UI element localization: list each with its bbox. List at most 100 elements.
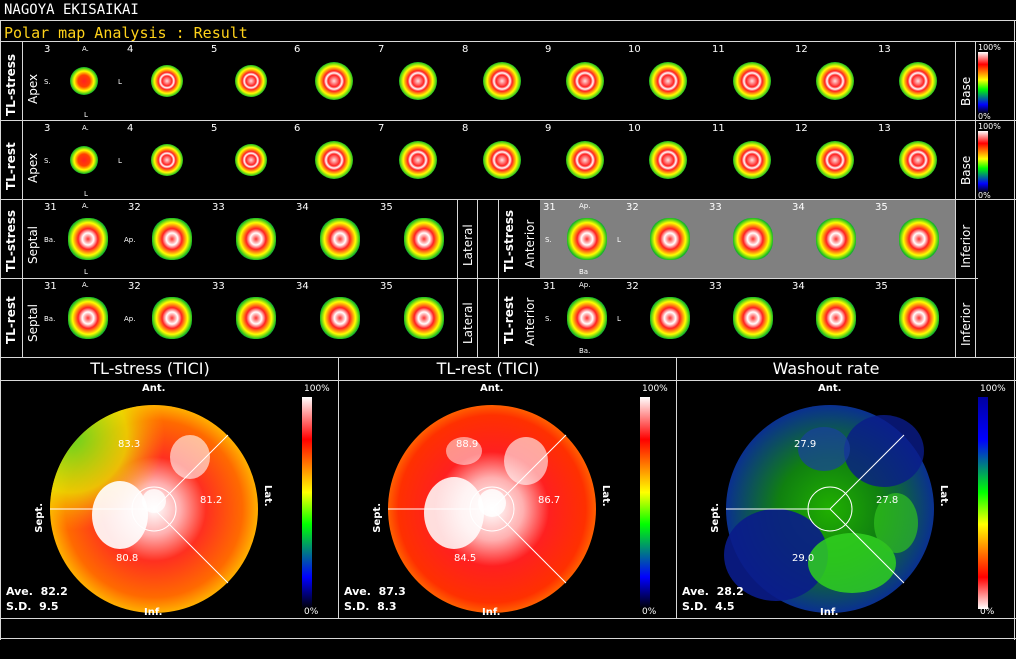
slice-image[interactable] (816, 218, 856, 260)
slice-number: 7 (378, 123, 385, 134)
slice-number: 32 (128, 202, 141, 213)
slice-image[interactable] (404, 218, 444, 260)
slice-image[interactable] (816, 297, 856, 339)
orientation-marker: L (84, 111, 88, 119)
divider (0, 199, 1016, 200)
inferior-label: Inferior (959, 302, 973, 346)
polar-map (388, 405, 596, 613)
slice-image[interactable] (733, 218, 773, 260)
panel-title: TL-stress (TICI) (90, 359, 210, 378)
slice-image[interactable] (315, 62, 353, 100)
average-label: Ave. 87.3 (344, 585, 406, 598)
lateral-value: 27.8 (876, 495, 899, 506)
apex-label: Apex (26, 73, 40, 104)
slice-image[interactable] (70, 146, 98, 174)
row-label-stress: TL-stress (502, 209, 516, 272)
slice-image[interactable] (567, 297, 607, 339)
colorbar-max-label: 100% (642, 384, 668, 394)
slice-image[interactable] (235, 144, 267, 176)
orientation-marker: S. (545, 315, 552, 323)
slice-number: 12 (795, 44, 808, 55)
slice-image[interactable] (151, 65, 183, 97)
slice-number: 8 (462, 44, 469, 55)
slice-image[interactable] (567, 218, 607, 260)
slice-number: 31 (543, 281, 556, 292)
slice-image[interactable] (899, 297, 939, 339)
slice-image[interactable] (320, 297, 360, 339)
slice-image[interactable] (152, 218, 192, 260)
slice-image[interactable] (566, 141, 604, 179)
apex-label: Apex (26, 152, 40, 183)
slice-image[interactable] (733, 141, 771, 179)
divider (975, 41, 976, 357)
slice-number: 13 (878, 44, 891, 55)
sept-label: Sept. (372, 503, 383, 533)
inf-label: Inf. (482, 607, 501, 618)
slice-number: 32 (128, 281, 141, 292)
polar-map-panel-stress: TL-stress (TICI) Ant. Inf. Sept. (0, 357, 338, 618)
slice-image[interactable] (816, 62, 854, 100)
orientation-marker: L (118, 157, 122, 165)
orientation-marker: Ba (579, 268, 589, 276)
slice-image[interactable] (899, 62, 937, 100)
divider (0, 278, 978, 279)
slice-image[interactable] (649, 141, 687, 179)
slice-number: 35 (380, 281, 393, 292)
slice-image[interactable] (650, 297, 690, 339)
row-label-stress: TL-stress (4, 209, 18, 272)
lateral-label: Lateral (461, 224, 475, 266)
slice-image[interactable] (151, 144, 183, 176)
base-label: Base (959, 76, 973, 106)
row-label-rest: TL-rest (4, 296, 18, 344)
slice-image[interactable] (483, 62, 521, 100)
slice-image[interactable] (70, 67, 98, 95)
divider (0, 638, 1016, 639)
slice-image[interactable] (566, 62, 604, 100)
slice-image[interactable] (235, 65, 267, 97)
slice-image[interactable] (399, 62, 437, 100)
slice-number: 31 (44, 202, 57, 213)
slice-number: 33 (212, 281, 225, 292)
slice-image[interactable] (399, 141, 437, 179)
slice-image[interactable] (315, 141, 353, 179)
anterior-label: Anterior (523, 219, 537, 268)
slice-image[interactable] (733, 297, 773, 339)
divider (22, 41, 23, 357)
slice-image[interactable] (152, 297, 192, 339)
slice-image[interactable] (816, 141, 854, 179)
slice-image[interactable] (68, 218, 108, 260)
orientation-marker: Ap. (579, 202, 591, 210)
slice-number: 13 (878, 123, 891, 134)
divider (0, 20, 1016, 21)
slice-image[interactable] (733, 62, 771, 100)
slice-number: 3 (44, 44, 51, 55)
polar-map (50, 405, 258, 613)
slice-number: 9 (545, 44, 552, 55)
slice-image[interactable] (483, 141, 521, 179)
sd-label: S.D. 9.5 (6, 600, 59, 613)
colorbar-min-label: 0% (304, 607, 319, 617)
slice-number: 6 (294, 44, 301, 55)
lat-label: Lat. (262, 485, 273, 507)
slice-image[interactable] (236, 218, 276, 260)
orientation-marker: Ap. (124, 315, 136, 323)
anterior-value: 88.9 (456, 439, 479, 450)
slice-image[interactable] (649, 62, 687, 100)
inferior-label: Inferior (959, 224, 973, 268)
orientation-marker: Ba. (579, 347, 591, 355)
slice-image[interactable] (236, 297, 276, 339)
average-value: 82.2 (40, 585, 68, 598)
slice-image[interactable] (899, 218, 939, 260)
divider (457, 199, 458, 357)
slice-image[interactable] (404, 297, 444, 339)
polar-map (724, 405, 934, 613)
orientation-marker: Ba. (44, 236, 56, 244)
slice-image[interactable] (650, 218, 690, 260)
orientation-marker: A. (82, 202, 89, 210)
orientation-marker: L (84, 268, 88, 276)
orientation-marker: S. (44, 157, 51, 165)
divider (0, 357, 1016, 358)
slice-image[interactable] (899, 141, 937, 179)
slice-image[interactable] (68, 297, 108, 339)
slice-image[interactable] (320, 218, 360, 260)
